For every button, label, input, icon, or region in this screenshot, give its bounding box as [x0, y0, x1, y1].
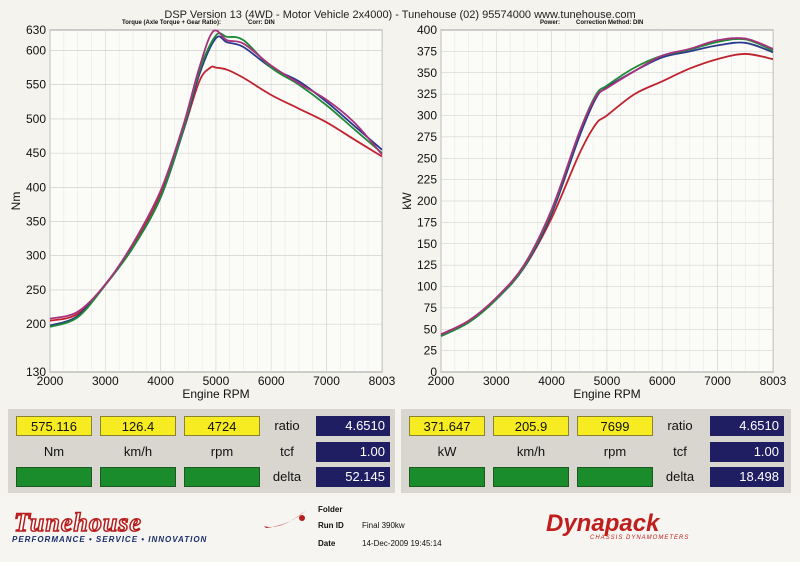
- series-line: [49, 29, 383, 320]
- delta-label: delta: [272, 469, 302, 484]
- x-tick-label: 4000: [538, 374, 565, 388]
- status-bar: [493, 467, 569, 487]
- date-value: 14-Dec-2009 19:45:14: [362, 539, 442, 548]
- dynapack-logo: Dynapack: [546, 510, 660, 537]
- x-tick-label: 2000: [428, 374, 455, 388]
- y-tick-label: 130: [26, 365, 46, 379]
- ratio-label: ratio: [274, 418, 300, 433]
- y-tick-label: 350: [26, 215, 46, 229]
- status-bar: [184, 467, 260, 487]
- ratio-value: 4.6510: [710, 416, 784, 436]
- y-tick-label: 75: [424, 301, 438, 315]
- y-tick-label: 300: [417, 109, 437, 123]
- torque-correction: Corr: DIN: [248, 20, 275, 26]
- status-bar: [16, 467, 92, 487]
- rpm-unit: rpm: [210, 444, 234, 459]
- torque-value: 575.116: [16, 416, 92, 436]
- y-tick-label: 0: [430, 365, 437, 379]
- x-tick-label: 5000: [203, 374, 230, 388]
- run-id-label: Run ID: [318, 521, 344, 530]
- power-correction: Correction Method: DIN: [576, 20, 644, 26]
- y-tick-label: 200: [417, 194, 437, 208]
- x-tick-label: 7000: [704, 374, 731, 388]
- torque-unit: Nm: [43, 444, 65, 459]
- y-tick-label: 250: [26, 283, 46, 297]
- power-chart: 2000 3000 4000 5000 6000 7000 8003 0 25 50 75 100 12…: [400, 23, 787, 401]
- tagline: PERFORMANCE • SERVICE • INNOVATION: [12, 535, 208, 544]
- x-tick-label: 8003: [369, 374, 396, 388]
- y-tick-label: 350: [417, 66, 437, 80]
- x-tick-label: 6000: [649, 374, 676, 388]
- speed-value: 205.9: [493, 416, 569, 436]
- y-tick-label: 450: [26, 146, 46, 160]
- delta-value: 18.498: [710, 467, 784, 487]
- y-tick-label: 325: [417, 87, 437, 101]
- rpm-unit: rpm: [603, 444, 627, 459]
- y-tick-label: 375: [417, 44, 437, 58]
- y-tick-label: 125: [417, 258, 437, 272]
- y-tick-label: 550: [26, 78, 46, 92]
- y-tick-label: 600: [26, 44, 46, 58]
- swoosh-icon: [264, 510, 306, 528]
- x-tick-label: 3000: [483, 374, 510, 388]
- y-tick-label: 150: [417, 237, 437, 251]
- y-tick-label: 400: [26, 180, 46, 194]
- x-tick-label: 5000: [594, 374, 621, 388]
- y-tick-label: 100: [417, 280, 437, 294]
- series-line: [440, 38, 774, 337]
- torque-chart: 2000 3000 4000 5000 6000 7000 8003 130 200 250 300…: [9, 23, 396, 401]
- y-tick-label: 175: [417, 215, 437, 229]
- ratio-label: ratio: [667, 418, 693, 433]
- torque-readout-panel: 575.116 126.4 4724 Nm km/h rpm ratio tcf…: [8, 409, 395, 493]
- x-tick-label: 3000: [92, 374, 119, 388]
- tcf-label: tcf: [673, 444, 687, 459]
- x-tick-label: 2000: [37, 374, 64, 388]
- delta-value: 52.145: [316, 467, 390, 487]
- folder-label: Folder: [318, 505, 343, 514]
- rpm-value: 4724: [184, 416, 260, 436]
- y-tick-label: 500: [26, 112, 46, 126]
- power-value: 371.647: [409, 416, 485, 436]
- report-title: DSP Version 13 (4WD - Motor Vehicle 2x40…: [164, 9, 636, 21]
- tcf-value: 1.00: [710, 442, 784, 462]
- y-tick-label: 225: [417, 173, 437, 187]
- status-bar: [409, 467, 485, 487]
- tcf-label: tcf: [280, 444, 294, 459]
- speed-value: 126.4: [100, 416, 176, 436]
- y-tick-label: 630: [26, 23, 46, 37]
- x-tick-label: 4000: [147, 374, 174, 388]
- x-axis-title: Engine RPM: [182, 387, 249, 401]
- y-tick-label: 275: [417, 130, 437, 144]
- speed-unit: km/h: [123, 444, 153, 459]
- tcf-value: 1.00: [316, 442, 390, 462]
- power-subtitle: Power:: [540, 20, 561, 26]
- speed-unit: km/h: [516, 444, 546, 459]
- date-label: Date: [318, 539, 336, 548]
- torque-subtitle: Torque (Axle Torque + Gear Ratio):: [122, 20, 221, 26]
- y-tick-label: 300: [26, 249, 46, 263]
- power-unit: kW: [437, 444, 457, 459]
- tunehouse-logo: Tunehouse: [13, 507, 142, 538]
- footer: [0, 496, 800, 562]
- status-bar: [577, 467, 653, 487]
- power-readout-panel: 371.647 205.9 7699 kW km/h rpm ratio tcf…: [401, 409, 791, 493]
- series-line: [440, 37, 774, 336]
- y-tick-label: 400: [417, 23, 437, 37]
- ratio-value: 4.6510: [316, 416, 390, 436]
- y-tick-label: 250: [417, 151, 437, 165]
- delta-label: delta: [665, 469, 695, 484]
- y-axis-title: kW: [400, 192, 414, 210]
- x-axis-title: Engine RPM: [573, 387, 640, 401]
- dynapack-subtitle: CHASSIS DYNAMOMETERS: [590, 535, 690, 541]
- y-tick-label: 50: [424, 322, 438, 336]
- x-tick-label: 7000: [313, 374, 340, 388]
- y-axis-title: Nm: [9, 192, 23, 211]
- y-tick-label: 25: [424, 344, 438, 358]
- run-id-value: Final 390kw: [362, 521, 405, 530]
- x-tick-label: 8003: [760, 374, 787, 388]
- status-bar: [100, 467, 176, 487]
- y-tick-label: 200: [26, 317, 46, 331]
- rpm-value: 7699: [577, 416, 653, 436]
- x-tick-label: 6000: [258, 374, 285, 388]
